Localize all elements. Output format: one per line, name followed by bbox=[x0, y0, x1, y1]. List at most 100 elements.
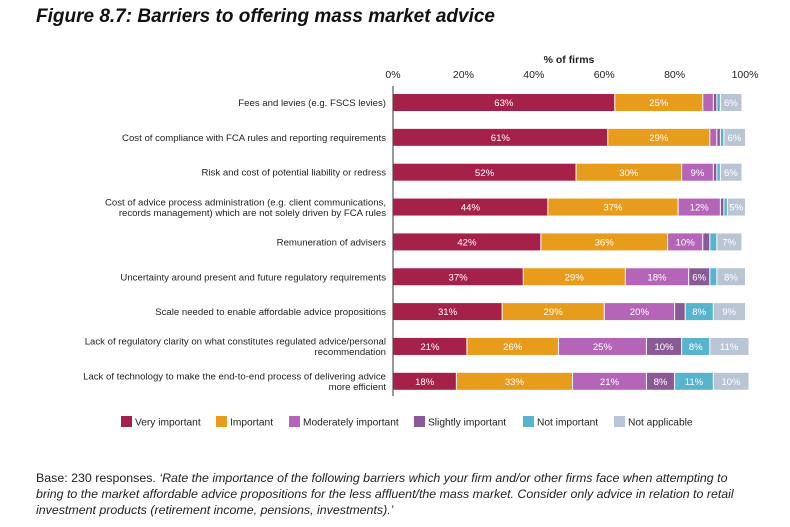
data-label: 21% bbox=[600, 377, 620, 388]
legend-swatch bbox=[216, 416, 227, 427]
category-label: records management) which are not solely… bbox=[119, 208, 386, 219]
category-label: Cost of compliance with FCA rules and re… bbox=[122, 133, 386, 144]
data-label: 8% bbox=[689, 342, 703, 353]
bar-segment bbox=[523, 268, 626, 286]
category-label: Fees and levies (e.g. FSCS levies) bbox=[238, 98, 386, 109]
bar-segment bbox=[702, 233, 710, 251]
bar-segment bbox=[625, 268, 689, 286]
bar-segment bbox=[716, 268, 745, 286]
data-label: 6% bbox=[724, 98, 738, 109]
bar-segment bbox=[674, 372, 714, 390]
data-label: 20% bbox=[630, 307, 650, 318]
data-label: 10% bbox=[676, 238, 696, 249]
category-label: Scale needed to enable affordable advice… bbox=[155, 307, 386, 318]
bar-segment bbox=[709, 233, 717, 251]
data-label: 10% bbox=[654, 342, 674, 353]
bar-segment bbox=[709, 337, 749, 355]
bar-segment bbox=[685, 303, 714, 321]
axis-title: % of firms bbox=[544, 54, 595, 66]
legend-swatch bbox=[614, 416, 625, 427]
bar-segment bbox=[688, 268, 710, 286]
data-label: 42% bbox=[457, 238, 477, 249]
data-label: 7% bbox=[722, 238, 736, 249]
data-label: 26% bbox=[503, 342, 523, 353]
data-label: 10% bbox=[721, 377, 741, 388]
bar-segment bbox=[646, 337, 682, 355]
data-label: 11% bbox=[685, 377, 704, 388]
bar-segment bbox=[393, 128, 608, 146]
data-label: 44% bbox=[461, 203, 481, 214]
bar-segment bbox=[558, 337, 647, 355]
data-label: 18% bbox=[415, 377, 435, 388]
category-label: more efficient bbox=[329, 382, 387, 393]
data-label: 8% bbox=[724, 272, 738, 283]
category-label: Lack of technology to make the end-to-en… bbox=[83, 372, 386, 383]
bar-segment bbox=[547, 198, 679, 216]
bar-segment bbox=[674, 303, 686, 321]
bar-segment bbox=[667, 233, 703, 251]
bar-segment bbox=[713, 163, 717, 181]
bar-segment bbox=[393, 372, 457, 390]
legend-swatch bbox=[523, 416, 534, 427]
x-tick-label: 60% bbox=[594, 69, 615, 81]
data-label: 63% bbox=[494, 98, 514, 109]
data-label: 29% bbox=[565, 272, 585, 283]
data-label: 18% bbox=[647, 272, 667, 283]
legend-swatch bbox=[289, 416, 300, 427]
bar-segment bbox=[723, 198, 728, 216]
category-label: Lack of regulatory clarity on what const… bbox=[85, 337, 386, 348]
data-label: 52% bbox=[475, 168, 495, 179]
bar-segment bbox=[502, 303, 605, 321]
bar-segment bbox=[716, 163, 721, 181]
bar-segment bbox=[393, 94, 615, 111]
bar-segment bbox=[456, 372, 573, 390]
bar-segment bbox=[713, 94, 717, 111]
bar-segment bbox=[393, 233, 541, 251]
legend-label: Slightly important bbox=[428, 418, 506, 429]
x-tick-label: 100% bbox=[732, 69, 759, 81]
category-label: Cost of advice process administration (e… bbox=[105, 197, 386, 208]
data-label: 36% bbox=[595, 238, 615, 249]
data-label: 8% bbox=[692, 307, 706, 318]
figure-caption: Base: 230 responses. ‘Rate the importanc… bbox=[36, 470, 756, 518]
data-label: 11% bbox=[720, 342, 739, 353]
bar-segment bbox=[720, 94, 742, 111]
data-label: 6% bbox=[692, 272, 706, 283]
bar-segment bbox=[614, 94, 703, 111]
data-label: 37% bbox=[603, 203, 623, 214]
bar-segment bbox=[646, 372, 675, 390]
bar-segment bbox=[540, 233, 668, 251]
bar-segment bbox=[393, 163, 577, 181]
legend-label: Moderately important bbox=[303, 418, 399, 429]
bar-segment bbox=[709, 268, 717, 286]
x-tick-label: 20% bbox=[453, 69, 474, 81]
bar-segment bbox=[720, 198, 724, 216]
legend-label: Not applicable bbox=[628, 418, 693, 429]
legend-label: Important bbox=[230, 418, 273, 429]
data-label: 12% bbox=[690, 203, 710, 214]
category-label: Remuneration of advisers bbox=[277, 237, 387, 248]
bar-segment bbox=[713, 303, 745, 321]
bar-segment bbox=[713, 372, 749, 390]
bar-segment bbox=[681, 337, 710, 355]
bar-segment bbox=[576, 163, 682, 181]
bar-segment bbox=[709, 128, 717, 146]
x-tick-label: 0% bbox=[385, 69, 400, 81]
x-tick-label: 80% bbox=[664, 69, 685, 81]
data-label: 21% bbox=[420, 342, 440, 353]
data-label: 37% bbox=[449, 272, 469, 283]
bar-segment bbox=[393, 268, 524, 286]
bar-segment bbox=[466, 337, 559, 355]
data-label: 33% bbox=[505, 377, 525, 388]
data-label: 6% bbox=[728, 133, 742, 144]
bar-segment bbox=[727, 198, 745, 216]
caption-base: Base: 230 responses. bbox=[36, 471, 156, 485]
bar-segment bbox=[604, 303, 675, 321]
stacked-bar-chart: % of firms 0% 20% 40% 60% 80% 100% Fees and lev… bbox=[83, 54, 759, 429]
data-label: 25% bbox=[649, 98, 669, 109]
bar-segment bbox=[678, 198, 721, 216]
bar-segment bbox=[720, 163, 742, 181]
data-label: 31% bbox=[438, 307, 458, 318]
figure-title: Figure 8.7: Barriers to offering mass ma… bbox=[36, 6, 495, 27]
bar-segment bbox=[716, 128, 721, 146]
